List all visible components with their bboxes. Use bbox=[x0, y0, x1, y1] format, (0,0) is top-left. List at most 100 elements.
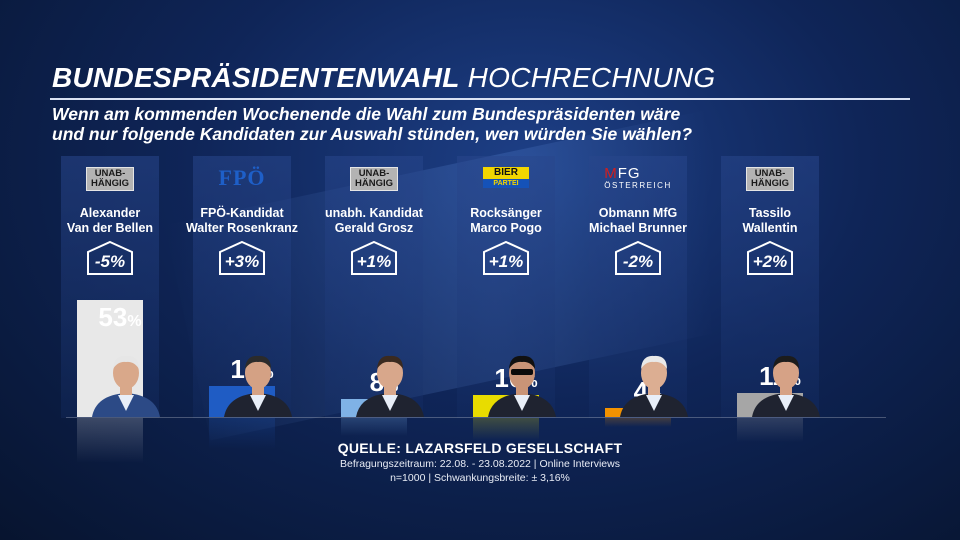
change-value: -5% bbox=[94, 252, 126, 271]
candidate-name: Wallentin bbox=[742, 221, 798, 235]
hair-shape bbox=[509, 355, 535, 369]
badge-text: UNAB- bbox=[754, 168, 786, 179]
candidate-photo bbox=[92, 355, 160, 417]
source-title: QUELLE: LAZARSFELD GESELLSCHAFT bbox=[337, 440, 623, 456]
change-frame-icon bbox=[87, 240, 133, 275]
bierpartei-logo: BIER PARTEI bbox=[483, 167, 529, 188]
title-divider bbox=[50, 98, 910, 100]
change-frame-icon bbox=[483, 240, 529, 275]
candidate-name: Michael Brunner bbox=[589, 221, 687, 235]
badge-text: UNAB- bbox=[94, 168, 126, 179]
column-background bbox=[589, 156, 687, 418]
change-indicator: +1% bbox=[349, 240, 399, 276]
badge-text: BIER bbox=[483, 167, 529, 179]
shirt-shape bbox=[118, 395, 134, 411]
column-background bbox=[457, 156, 555, 418]
bar-reflection bbox=[341, 418, 407, 436]
badge-text: HÄNGIG bbox=[751, 178, 789, 189]
shirt-shape bbox=[778, 395, 794, 411]
fpo-logo: FPÖ bbox=[218, 165, 266, 190]
bar-reflection bbox=[77, 418, 143, 463]
bar-value-label: 53% bbox=[80, 302, 160, 333]
change-value: +3% bbox=[224, 252, 260, 271]
column-background bbox=[721, 156, 819, 418]
bar-reflection bbox=[737, 418, 803, 443]
hair-shape bbox=[113, 355, 139, 369]
bar-reflection bbox=[209, 418, 275, 449]
independent-badge: UNAB- HÄNGIG bbox=[746, 167, 794, 191]
candidate-name: Van der Bellen bbox=[66, 221, 154, 235]
change-value: +2% bbox=[752, 252, 788, 271]
title-light: HOCHRECHNUNG bbox=[467, 62, 716, 93]
column-background bbox=[193, 156, 291, 418]
change-value: +1% bbox=[488, 252, 524, 271]
survey-question: Wenn am kommenden Wochenende die Wahl zu… bbox=[52, 104, 912, 144]
candidate-label: Alexander Van der Bellen bbox=[40, 206, 180, 236]
neck-shape bbox=[120, 385, 132, 395]
independent-badge: UNAB- HÄNGIG bbox=[86, 167, 134, 191]
title-bold: BUNDESPRÄSIDENTENWAHL bbox=[52, 62, 460, 93]
badge-text: UNAB- bbox=[358, 168, 390, 179]
candidate-label: Rocksänger Marco Pogo bbox=[436, 206, 576, 236]
face-shape bbox=[641, 357, 667, 389]
face-shape bbox=[245, 357, 271, 389]
candidate-photo bbox=[224, 355, 292, 417]
neck-shape bbox=[516, 385, 528, 395]
value-number: 53 bbox=[98, 302, 128, 333]
face-shape bbox=[377, 357, 403, 389]
neck-shape bbox=[780, 385, 792, 395]
party-badge: UNAB- HÄNGIG bbox=[710, 167, 830, 191]
column-background bbox=[325, 156, 423, 418]
party-badge: BIER PARTEI bbox=[446, 167, 566, 188]
change-indicator: -5% bbox=[85, 240, 135, 276]
badge-text: HÄNGIG bbox=[355, 178, 393, 189]
hair-shape bbox=[641, 355, 667, 369]
change-frame-icon bbox=[219, 240, 265, 275]
candidate-name: Marco Pogo bbox=[470, 221, 542, 235]
change-frame-icon bbox=[747, 240, 793, 275]
badge-text: ÖSTERREICH bbox=[604, 181, 672, 190]
candidate-label: unabh. Kandidat Gerald Grosz bbox=[304, 206, 444, 236]
bar-reflection bbox=[605, 418, 671, 427]
candidate-photo bbox=[752, 355, 820, 417]
question-line-1: Wenn am kommenden Wochenende die Wahl zu… bbox=[52, 104, 681, 124]
candidate-label: Tassilo Wallentin bbox=[700, 206, 840, 236]
candidate-label: Obmann MfG Michael Brunner bbox=[568, 206, 708, 236]
candidate-name: Walter Rosenkranz bbox=[185, 221, 299, 235]
candidate-role: FPÖ-Kandidat bbox=[200, 206, 284, 220]
candidate-photo bbox=[620, 355, 688, 417]
candidate-role: Alexander bbox=[79, 206, 141, 220]
mfg-logo: MFG ÖSTERREICH bbox=[604, 165, 672, 190]
page-title: BUNDESPRÄSIDENTENWAHL HOCHRECHNUNG bbox=[52, 62, 715, 94]
change-value: +1% bbox=[356, 252, 392, 271]
hair-shape bbox=[773, 355, 799, 369]
change-value: -2% bbox=[622, 252, 654, 271]
change-frame-icon bbox=[351, 240, 397, 275]
party-badge: MFG ÖSTERREICH bbox=[578, 165, 698, 190]
hair-shape bbox=[377, 355, 403, 369]
bar-reflection bbox=[473, 418, 539, 440]
candidate-role: unabh. Kandidat bbox=[325, 206, 423, 220]
candidate-photo bbox=[488, 355, 556, 417]
candidate-label: FPÖ-Kandidat Walter Rosenkranz bbox=[172, 206, 312, 236]
neck-shape bbox=[252, 385, 264, 395]
candidate-role: Rocksänger bbox=[470, 206, 542, 220]
candidate-photo bbox=[356, 355, 424, 417]
change-indicator: +3% bbox=[217, 240, 267, 276]
shirt-shape bbox=[250, 395, 266, 411]
mfg-logo-text: MFG bbox=[604, 165, 641, 182]
change-frame-icon bbox=[615, 240, 661, 275]
face-shape bbox=[773, 357, 799, 389]
party-badge: UNAB- HÄNGIG bbox=[314, 167, 434, 191]
survey-period: Befragungszeitraum: 22.08. - 23.08.2022 … bbox=[340, 458, 620, 470]
change-indicator: -2% bbox=[613, 240, 663, 276]
sunglasses-shape bbox=[511, 369, 533, 375]
badge-text: HÄNGIG bbox=[91, 178, 129, 189]
value-unit: % bbox=[127, 313, 142, 331]
shirt-shape bbox=[646, 395, 662, 411]
change-indicator: +2% bbox=[745, 240, 795, 276]
candidate-role: Tassilo bbox=[748, 206, 792, 220]
change-indicator: +1% bbox=[481, 240, 531, 276]
chart-baseline bbox=[66, 417, 886, 418]
shirt-shape bbox=[514, 395, 530, 411]
